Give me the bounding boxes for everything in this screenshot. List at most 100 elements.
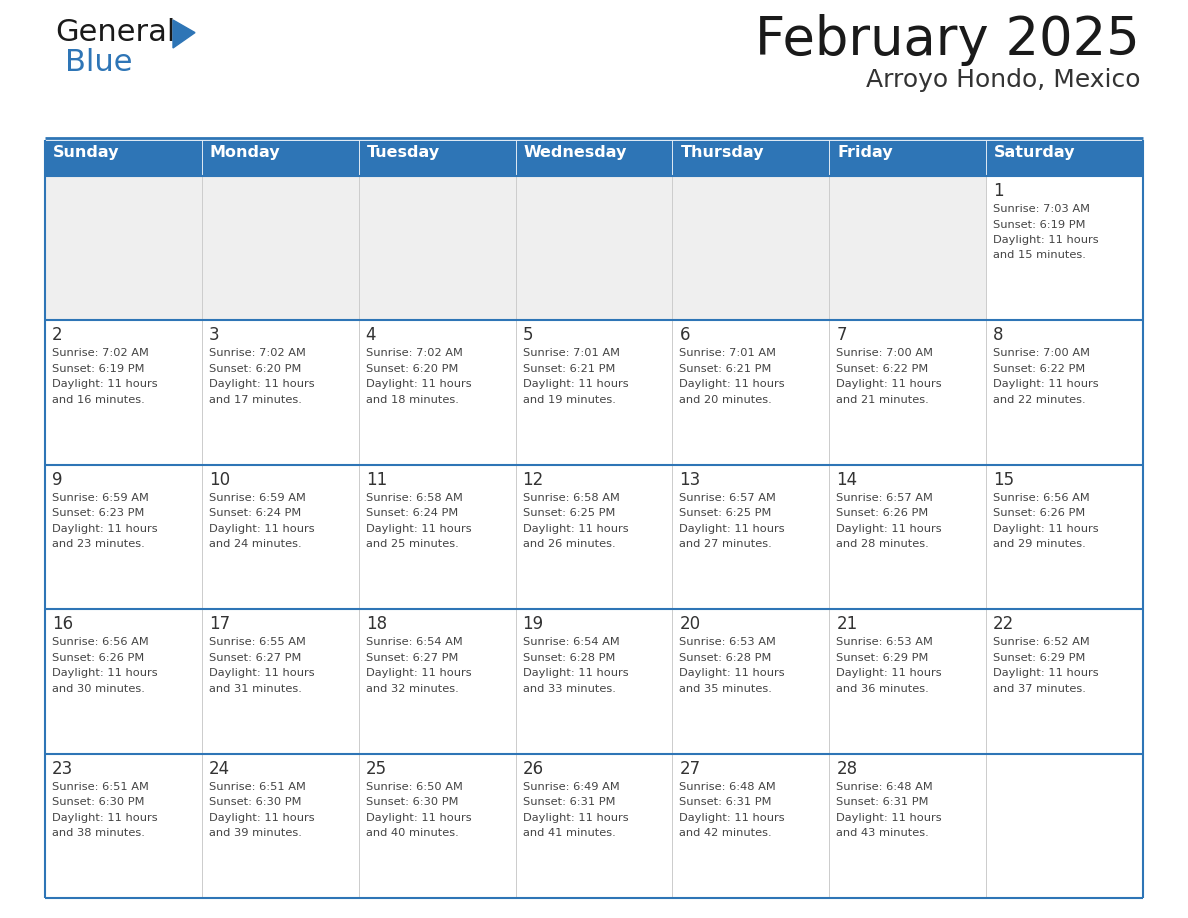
Text: Daylight: 11 hours: Daylight: 11 hours	[836, 379, 942, 389]
Text: Daylight: 11 hours: Daylight: 11 hours	[52, 812, 158, 823]
Text: and 23 minutes.: and 23 minutes.	[52, 539, 145, 549]
Text: Daylight: 11 hours: Daylight: 11 hours	[993, 379, 1099, 389]
Text: Sunset: 6:27 PM: Sunset: 6:27 PM	[209, 653, 302, 663]
Text: Blue: Blue	[65, 48, 133, 77]
Bar	[359, 176, 516, 320]
Bar	[202, 140, 359, 176]
Text: and 41 minutes.: and 41 minutes.	[523, 828, 615, 838]
Text: Sunset: 6:26 PM: Sunset: 6:26 PM	[993, 509, 1086, 519]
Text: and 30 minutes.: and 30 minutes.	[52, 684, 145, 694]
Bar	[672, 140, 829, 176]
Text: 12: 12	[523, 471, 544, 488]
Text: and 33 minutes.: and 33 minutes.	[523, 684, 615, 694]
Text: Daylight: 11 hours: Daylight: 11 hours	[366, 524, 472, 533]
Text: February 2025: February 2025	[756, 14, 1140, 66]
Bar	[829, 754, 986, 898]
Text: Sunset: 6:22 PM: Sunset: 6:22 PM	[836, 364, 929, 374]
Text: 22: 22	[993, 615, 1015, 633]
Text: Sunrise: 6:49 AM: Sunrise: 6:49 AM	[523, 781, 619, 791]
Text: and 31 minutes.: and 31 minutes.	[209, 684, 302, 694]
Text: Daylight: 11 hours: Daylight: 11 hours	[52, 524, 158, 533]
Text: Sunset: 6:27 PM: Sunset: 6:27 PM	[366, 653, 459, 663]
Text: Monday: Monday	[210, 144, 280, 160]
Text: Daylight: 11 hours: Daylight: 11 hours	[366, 668, 472, 678]
Text: Daylight: 11 hours: Daylight: 11 hours	[366, 379, 472, 389]
Text: Sunrise: 6:59 AM: Sunrise: 6:59 AM	[52, 493, 148, 503]
Text: and 15 minutes.: and 15 minutes.	[993, 251, 1086, 261]
Bar	[986, 320, 1143, 465]
Text: and 22 minutes.: and 22 minutes.	[993, 395, 1086, 405]
Bar	[672, 465, 829, 610]
Text: Sunset: 6:21 PM: Sunset: 6:21 PM	[680, 364, 772, 374]
Text: 14: 14	[836, 471, 858, 488]
Text: Daylight: 11 hours: Daylight: 11 hours	[523, 668, 628, 678]
Polygon shape	[173, 20, 195, 48]
Text: 17: 17	[209, 615, 230, 633]
Text: Daylight: 11 hours: Daylight: 11 hours	[209, 379, 315, 389]
Bar	[202, 754, 359, 898]
Text: 1: 1	[993, 182, 1004, 200]
Text: Arroyo Hondo, Mexico: Arroyo Hondo, Mexico	[866, 68, 1140, 92]
Text: Sunset: 6:31 PM: Sunset: 6:31 PM	[680, 797, 772, 807]
Text: Sunset: 6:19 PM: Sunset: 6:19 PM	[52, 364, 145, 374]
Text: and 43 minutes.: and 43 minutes.	[836, 828, 929, 838]
Text: Sunrise: 7:03 AM: Sunrise: 7:03 AM	[993, 204, 1091, 214]
Bar	[359, 140, 516, 176]
Bar	[829, 140, 986, 176]
Text: 24: 24	[209, 759, 230, 778]
Bar	[45, 320, 202, 465]
Text: Sunrise: 6:52 AM: Sunrise: 6:52 AM	[993, 637, 1089, 647]
Text: Sunset: 6:29 PM: Sunset: 6:29 PM	[836, 653, 929, 663]
Text: and 26 minutes.: and 26 minutes.	[523, 539, 615, 549]
Bar	[202, 176, 359, 320]
Text: Sunset: 6:22 PM: Sunset: 6:22 PM	[993, 364, 1086, 374]
Text: Sunset: 6:25 PM: Sunset: 6:25 PM	[523, 509, 615, 519]
Text: Sunrise: 6:51 AM: Sunrise: 6:51 AM	[52, 781, 148, 791]
Text: 26: 26	[523, 759, 544, 778]
Bar	[829, 176, 986, 320]
Text: Daylight: 11 hours: Daylight: 11 hours	[523, 812, 628, 823]
Text: 16: 16	[52, 615, 74, 633]
Bar	[672, 610, 829, 754]
Text: and 29 minutes.: and 29 minutes.	[993, 539, 1086, 549]
Text: and 35 minutes.: and 35 minutes.	[680, 684, 772, 694]
Text: Daylight: 11 hours: Daylight: 11 hours	[523, 524, 628, 533]
Text: Sunrise: 6:55 AM: Sunrise: 6:55 AM	[209, 637, 305, 647]
Text: Sunrise: 7:01 AM: Sunrise: 7:01 AM	[523, 349, 620, 358]
Bar	[829, 610, 986, 754]
Text: and 40 minutes.: and 40 minutes.	[366, 828, 459, 838]
Text: Sunrise: 6:53 AM: Sunrise: 6:53 AM	[836, 637, 933, 647]
Text: Sunset: 6:25 PM: Sunset: 6:25 PM	[680, 509, 772, 519]
Text: and 24 minutes.: and 24 minutes.	[209, 539, 302, 549]
Text: Sunrise: 7:00 AM: Sunrise: 7:00 AM	[993, 349, 1091, 358]
Bar	[986, 465, 1143, 610]
Text: Daylight: 11 hours: Daylight: 11 hours	[993, 524, 1099, 533]
Text: Sunrise: 6:54 AM: Sunrise: 6:54 AM	[523, 637, 619, 647]
Text: and 16 minutes.: and 16 minutes.	[52, 395, 145, 405]
Text: 13: 13	[680, 471, 701, 488]
Bar	[516, 140, 672, 176]
Bar	[672, 176, 829, 320]
Text: Daylight: 11 hours: Daylight: 11 hours	[993, 668, 1099, 678]
Text: Sunset: 6:21 PM: Sunset: 6:21 PM	[523, 364, 615, 374]
Text: and 25 minutes.: and 25 minutes.	[366, 539, 459, 549]
Text: and 20 minutes.: and 20 minutes.	[680, 395, 772, 405]
Text: Sunrise: 6:48 AM: Sunrise: 6:48 AM	[680, 781, 776, 791]
Text: Sunset: 6:28 PM: Sunset: 6:28 PM	[523, 653, 615, 663]
Bar	[672, 320, 829, 465]
Bar	[516, 465, 672, 610]
Text: Sunset: 6:24 PM: Sunset: 6:24 PM	[209, 509, 301, 519]
Text: Sunrise: 6:58 AM: Sunrise: 6:58 AM	[523, 493, 619, 503]
Text: Sunrise: 7:01 AM: Sunrise: 7:01 AM	[680, 349, 777, 358]
Bar	[986, 610, 1143, 754]
Text: Daylight: 11 hours: Daylight: 11 hours	[209, 668, 315, 678]
Bar	[202, 465, 359, 610]
Bar	[359, 320, 516, 465]
Text: 2: 2	[52, 327, 63, 344]
Text: Daylight: 11 hours: Daylight: 11 hours	[52, 379, 158, 389]
Bar	[986, 140, 1143, 176]
Text: Sunset: 6:31 PM: Sunset: 6:31 PM	[836, 797, 929, 807]
Text: Sunset: 6:29 PM: Sunset: 6:29 PM	[993, 653, 1086, 663]
Text: 25: 25	[366, 759, 387, 778]
Text: Sunrise: 7:02 AM: Sunrise: 7:02 AM	[366, 349, 462, 358]
